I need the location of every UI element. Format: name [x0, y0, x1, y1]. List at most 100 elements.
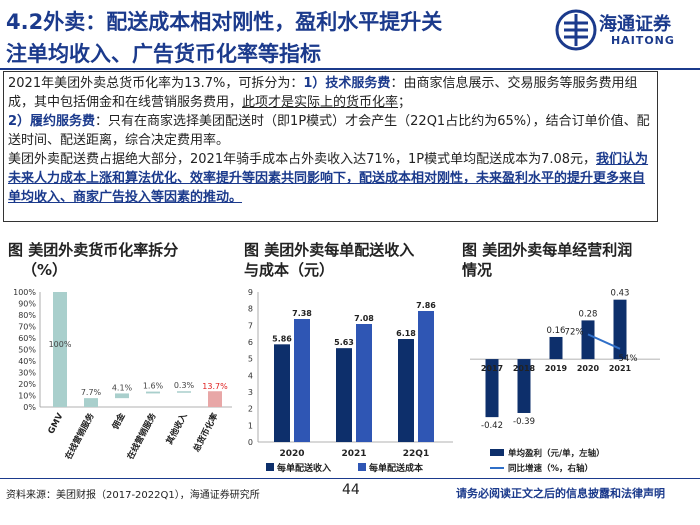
header-divider — [0, 68, 700, 70]
data-label: 7.7% — [81, 388, 102, 397]
footer-divider — [0, 478, 700, 479]
y-tick-label: 90% — [18, 300, 36, 309]
growth-label: 54% — [619, 354, 638, 364]
data-label: 0.16 — [547, 326, 566, 336]
fig1-title: 图 美团外卖货币化率拆分 （%） — [8, 240, 178, 280]
category-label: 在线营销服务 — [125, 411, 159, 462]
fig2-title-line2: 与成本（元） — [244, 261, 335, 279]
category-label: 2017 — [481, 364, 503, 373]
profit-bar — [581, 320, 595, 360]
category-label: 2020 — [279, 449, 304, 459]
profit-bar — [613, 299, 627, 360]
category-label: 总货币化率 — [191, 411, 221, 454]
summary-textbox: 2021年美团外卖总货币化率为13.7%，可拆分为：1）技术服务费：由商家信息展… — [3, 71, 658, 222]
data-label: 5.86 — [272, 334, 292, 343]
data-label: 0.3% — [174, 381, 195, 390]
fig1-title-line2: （%） — [22, 261, 68, 279]
y-tick-label: 30% — [18, 369, 36, 378]
bar-cost — [418, 311, 434, 442]
category-label: 2021 — [609, 364, 632, 373]
p1-text-c: ：由商家信息展示、交易服务等服务费用组成，其中包括佣金和在线营销服务费用， — [8, 76, 638, 110]
logo-en-text: HAITONG — [611, 34, 675, 47]
y-tick-label: 0 — [248, 438, 253, 447]
y-tick-label: 1 — [248, 421, 253, 430]
page-number: 44 — [342, 482, 360, 498]
data-label: 1.6% — [143, 382, 164, 391]
bar-income — [336, 348, 352, 442]
y-tick-label: 80% — [18, 311, 36, 320]
category-label: 2018 — [513, 364, 536, 373]
haitong-logo-icon — [555, 9, 597, 51]
category-label: 佣金 — [109, 411, 127, 432]
y-tick-label: 8 — [248, 305, 253, 314]
fig3-title-line2: 情况 — [462, 261, 493, 279]
legend-label: 单均盈利（元/单，左轴） — [508, 448, 605, 459]
fig3-title-line1: 图 美团外卖每单经营利润 — [462, 241, 633, 259]
growth-label: 72% — [565, 327, 584, 337]
p1-tech-fee: 1）技术服务费 — [303, 76, 391, 91]
profit-bar — [549, 336, 563, 360]
fig3-title: 图 美团外卖每单经营利润 情况 — [462, 240, 632, 280]
data-label: 7.86 — [416, 301, 436, 310]
chart-operating-profit: -0.42 2017 -0.39 2018 0.16 2019 0.28 2020 0.43 20… — [470, 289, 660, 474]
p1-text-e: ； — [398, 95, 412, 110]
y-tick-label: 6 — [248, 338, 253, 347]
profit-bar — [485, 359, 499, 418]
waterfall-bar — [53, 292, 67, 407]
legend-label: 同比增速（%，右轴） — [508, 463, 593, 474]
data-label: -0.39 — [513, 417, 535, 427]
data-label: 7.08 — [354, 314, 374, 323]
category-label: 22Q1 — [403, 449, 429, 459]
p2-emphasis: 我们认为未来人力成本上涨和算法优化、效率提升等因素共同影响下，配送成本相对刚性，… — [8, 152, 649, 205]
y-tick-label: 0% — [23, 403, 36, 412]
chart-monetization-breakdown: 0% 10% 20% 30% 40% 50% 60% 70% 80% 90% 100% 100% GMV… — [13, 288, 232, 462]
profit-bar — [517, 359, 531, 413]
category-label: GMV — [46, 411, 65, 436]
data-label: 0.43 — [611, 289, 630, 299]
bar-income — [398, 339, 414, 442]
p1-text-g: ：只有在商家选择美团配送时（即1P模式）才会产生（22Q1占比约为65%），结合… — [8, 114, 650, 148]
legend-swatch-bar — [490, 449, 504, 456]
data-label: 4.1% — [112, 383, 133, 392]
p1-underline: 此项才是实际上的货币化率 — [242, 95, 399, 110]
page-title-line-2: 注单均收入、广告货币化率等指标 — [6, 42, 321, 66]
y-tick-label: 4 — [248, 371, 253, 380]
y-tick-label: 2 — [248, 405, 253, 414]
legend-swatch — [358, 463, 366, 471]
data-label: 0.28 — [579, 309, 598, 319]
bar-cost — [294, 319, 310, 442]
y-tick-label: 40% — [18, 357, 36, 366]
legend-label: 每单配送收入 — [277, 462, 331, 474]
page-title-line-1: 4.2外卖：配送成本相对刚性，盈利水平提升关 — [6, 10, 443, 34]
footer-source: 资料来源：美团财报（2017-2022Q1），海通证券研究所 — [6, 490, 260, 501]
data-label: 6.18 — [396, 329, 416, 338]
p1-fulfil-fee: 2）履约服务费 — [8, 114, 96, 129]
data-label: 13.7% — [202, 382, 228, 391]
category-label: 2019 — [545, 364, 568, 373]
category-label: 其他收入 — [164, 411, 190, 447]
data-label: 7.38 — [292, 309, 312, 318]
growth-line — [587, 333, 621, 350]
y-tick-label: 100% — [13, 288, 36, 297]
chart-delivery-income-cost: 0 1 2 3 4 5 6 7 8 9 5.86 7.38 2020 5.63 7.08 2021 6.18 7.… — [248, 288, 453, 474]
bar-cost — [356, 324, 372, 442]
data-label: 5.63 — [334, 338, 354, 347]
y-tick-label: 7 — [248, 321, 253, 330]
category-label: 2020 — [577, 364, 600, 373]
fig1-title-line1: 图 美团外卖货币化率拆分 — [8, 241, 179, 259]
category-label: 在线营销服务 — [63, 411, 97, 462]
haitong-logo: 海通证券 HAITONG — [555, 8, 695, 54]
y-tick-label: 9 — [248, 288, 253, 297]
waterfall-bar — [84, 398, 98, 407]
waterfall-bar — [146, 391, 160, 394]
y-tick-label: 10% — [18, 392, 36, 401]
fig2-title-line1: 图 美团外卖每单配送收入 — [244, 241, 415, 259]
data-label: 100% — [49, 340, 72, 349]
legend-label: 每单配送成本 — [369, 462, 424, 474]
waterfall-bar — [115, 393, 129, 399]
y-tick-label: 50% — [18, 346, 36, 355]
p1-text-a: 2021年美团外卖总货币化率为13.7%，可拆分为： — [8, 76, 304, 91]
y-tick-label: 3 — [248, 388, 253, 397]
waterfall-bar — [208, 391, 222, 407]
y-tick-label: 5 — [248, 355, 253, 364]
